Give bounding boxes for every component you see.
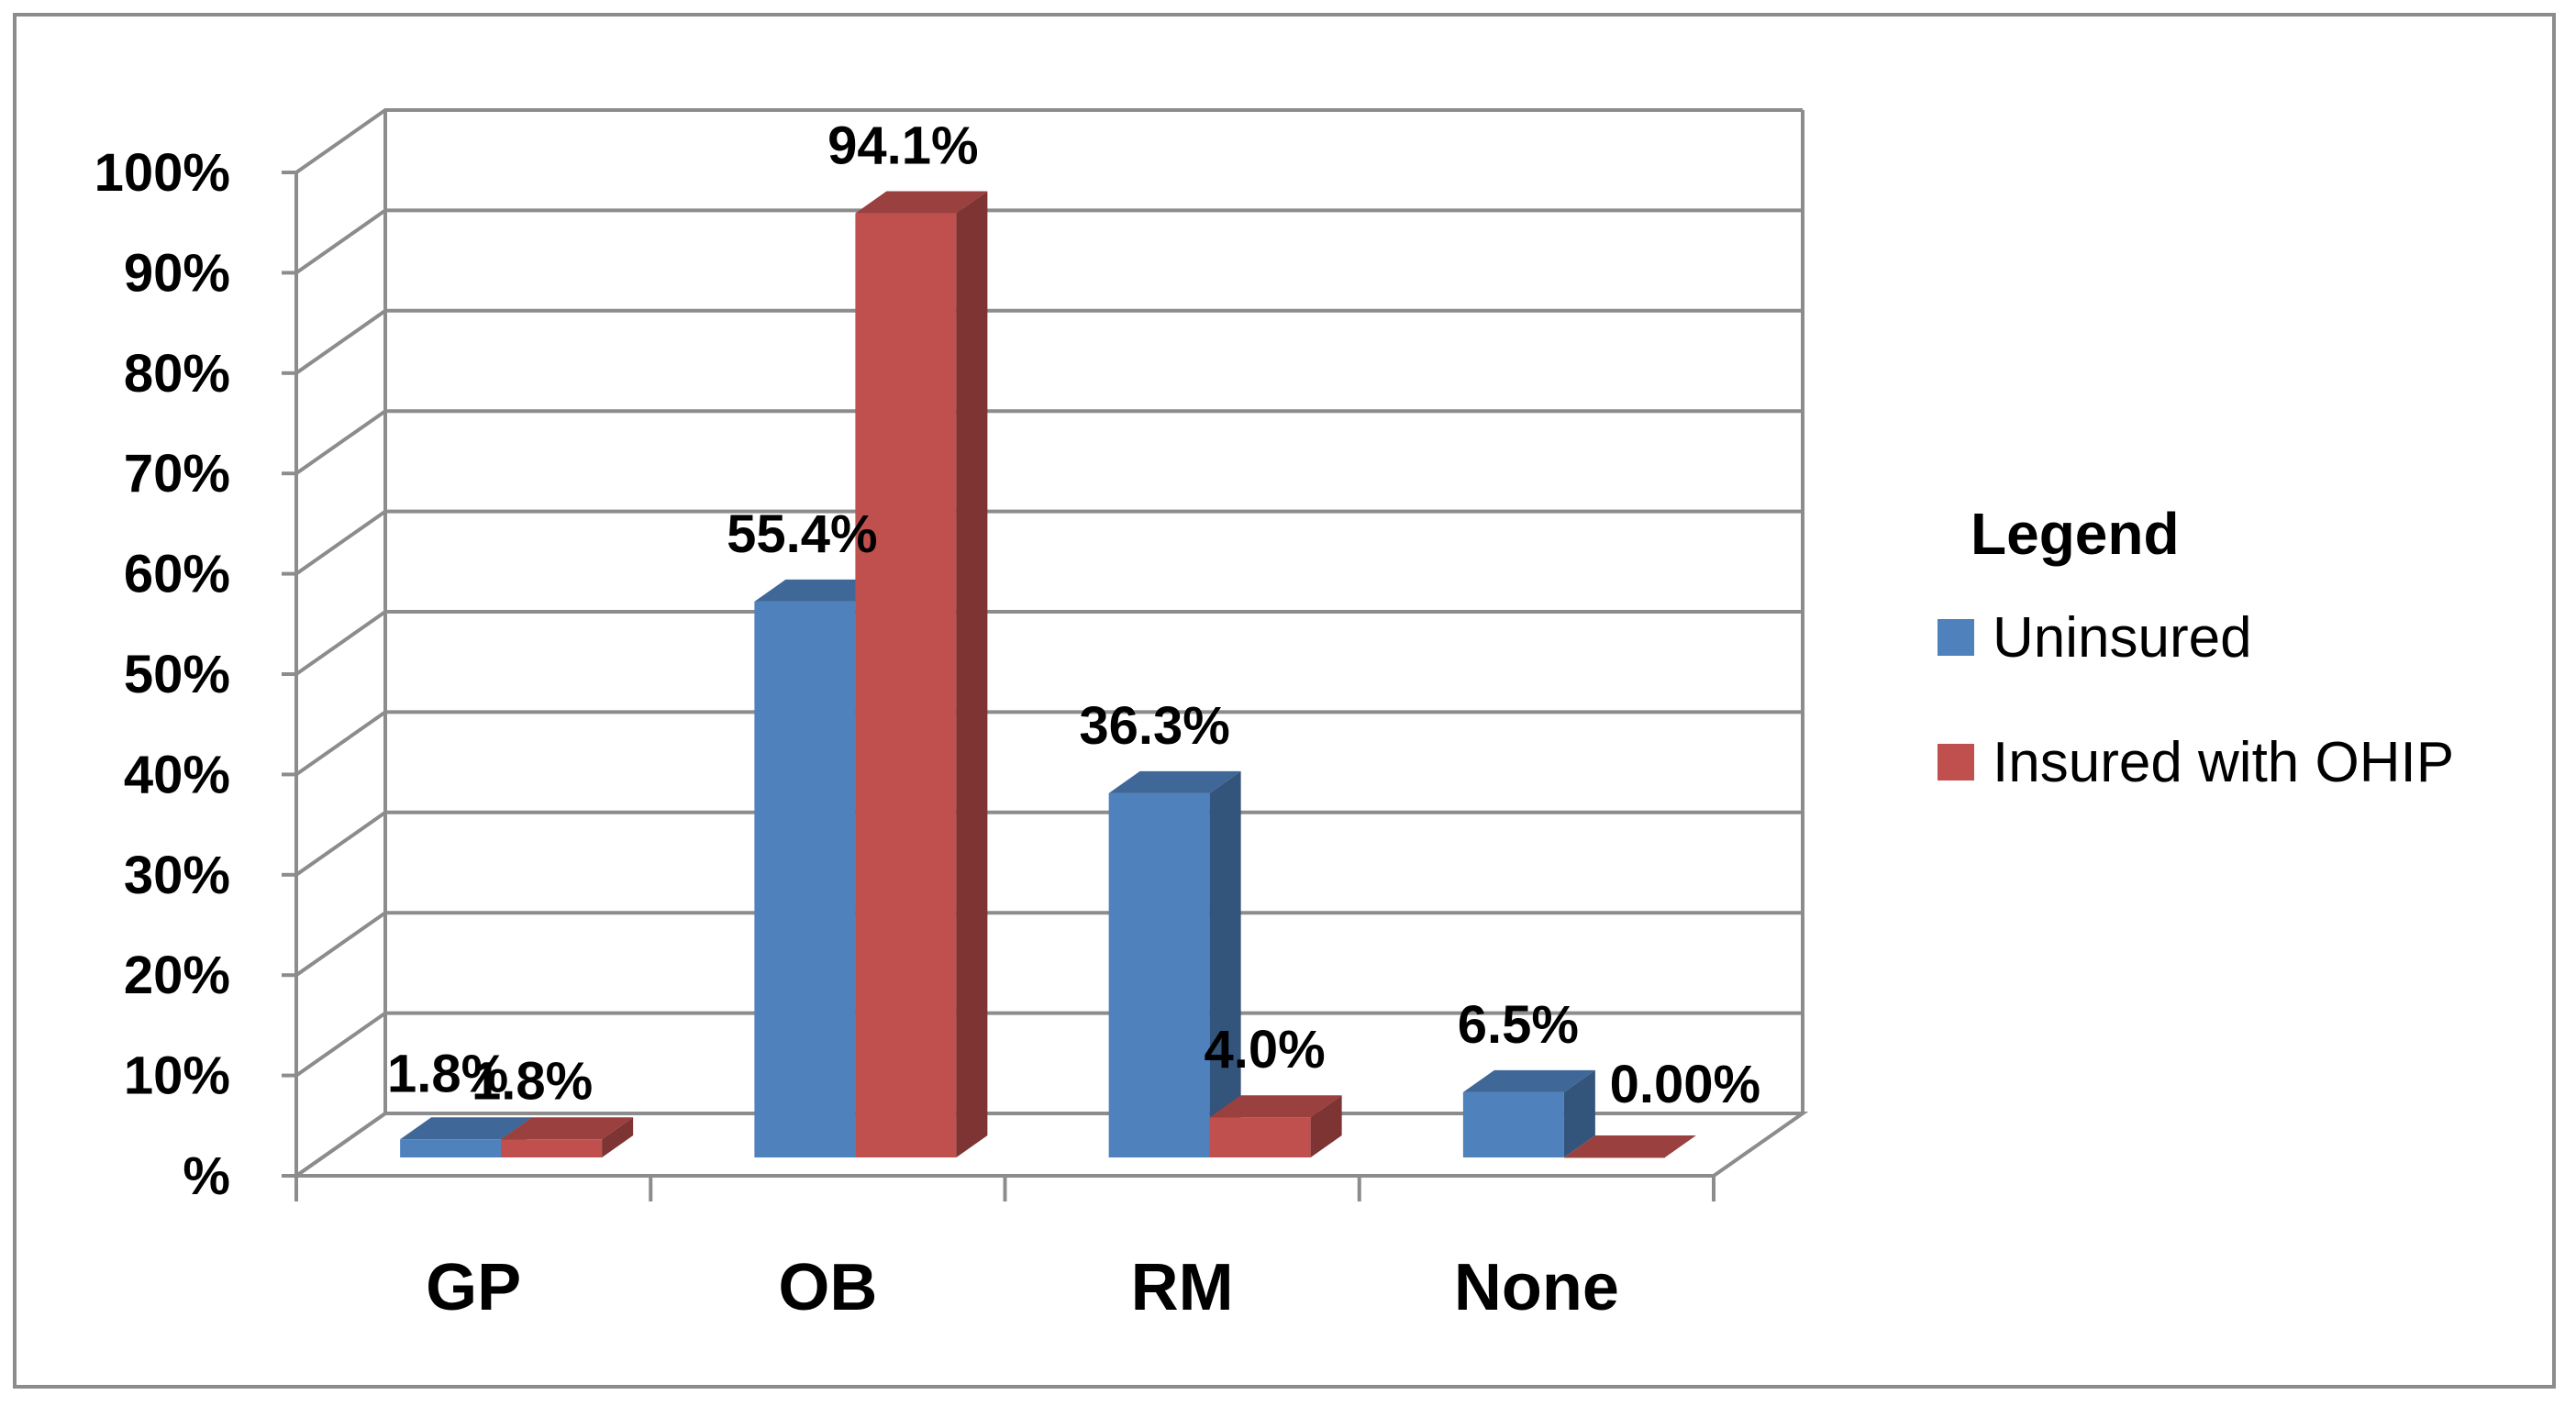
data-label-insured-with-ohip-gp: 1.8% xyxy=(472,1051,593,1111)
bar-front xyxy=(400,1139,502,1157)
y-tick-label: 60% xyxy=(124,545,230,604)
category-label-ob: OB xyxy=(778,1251,877,1324)
data-label-uninsured-gp: 1.8% xyxy=(387,1044,508,1103)
bar-front xyxy=(501,1139,603,1157)
category-labels: GP OB RM None xyxy=(426,1251,1619,1324)
bar-front xyxy=(855,213,957,1157)
bar-insured-with-ohip-rm xyxy=(1209,1095,1342,1157)
y-tick-labels: % 10% 20% 30% 40% 50% 60% 70% 80% 90% 100% xyxy=(94,143,230,1206)
data-label-uninsured-none: 6.5% xyxy=(1458,995,1579,1055)
gridline xyxy=(294,308,1803,375)
bar-side xyxy=(1209,770,1241,1157)
bar-top xyxy=(400,1117,533,1140)
bar-front xyxy=(1108,792,1210,1157)
y-tick-label: 30% xyxy=(124,846,230,905)
y-tick-label: 40% xyxy=(124,745,230,804)
y-tick-label: 70% xyxy=(124,444,230,504)
bar-top xyxy=(501,1117,634,1140)
data-label-insured-with-ohip-none: 0.00% xyxy=(1610,1055,1760,1114)
bar-top xyxy=(1563,1135,1696,1157)
y-tick-label: 80% xyxy=(124,344,230,404)
bar-top xyxy=(1209,1095,1342,1118)
y-tick-label: % xyxy=(183,1146,230,1206)
bar-uninsured-none xyxy=(1462,1069,1595,1157)
bars xyxy=(400,191,1696,1158)
gridline xyxy=(294,710,1803,777)
category-label-gp: GP xyxy=(426,1251,521,1324)
legend-title: Legend xyxy=(1971,501,2180,567)
bar-top xyxy=(855,191,988,214)
gridline xyxy=(294,208,1803,275)
y-tick-label: 90% xyxy=(124,243,230,303)
legend-swatch-uninsured xyxy=(1938,619,1974,656)
data-labels: 1.8%1.8% 55.4% 94.1% 36.3% 4.0% 6.5% 0.00% xyxy=(387,116,1760,1114)
data-label-uninsured-ob: 55.4% xyxy=(727,504,877,564)
y-tick-label: 50% xyxy=(124,645,230,704)
data-label-insured-with-ohip-ob: 94.1% xyxy=(827,116,978,176)
gridline xyxy=(294,610,1803,676)
bar-side xyxy=(956,191,988,1157)
bar-side xyxy=(1563,1069,1595,1157)
legend-label-insured: Insured with OHIP xyxy=(1993,731,2454,794)
bar-top xyxy=(1462,1069,1595,1092)
data-label-insured-with-ohip-rm: 4.0% xyxy=(1205,1020,1326,1079)
gridline xyxy=(294,409,1803,475)
bar-uninsured-rm xyxy=(1108,770,1241,1157)
gridline xyxy=(294,108,1803,174)
gridline xyxy=(294,911,1803,977)
bar-front xyxy=(1563,1157,1665,1158)
bar-side xyxy=(1310,1095,1342,1157)
bar-front xyxy=(1462,1091,1564,1157)
bar-insured-with-ohip-gp xyxy=(501,1117,634,1157)
y-tick-label: 10% xyxy=(124,1046,230,1106)
legend-swatch-insured xyxy=(1938,744,1974,780)
bar-front xyxy=(1209,1117,1311,1157)
gridline xyxy=(294,810,1803,877)
category-label-rm: RM xyxy=(1131,1251,1234,1324)
legend: Legend Uninsured Insured with OHIP xyxy=(1938,501,2454,794)
bar-top xyxy=(754,579,887,602)
data-label-uninsured-rm: 36.3% xyxy=(1079,696,1229,756)
bar-front xyxy=(754,601,856,1157)
legend-label-uninsured: Uninsured xyxy=(1993,606,2252,670)
bar-insured-with-ohip-ob xyxy=(855,191,988,1157)
bar-side xyxy=(602,1117,634,1157)
axes xyxy=(282,171,1715,1201)
category-label-none: None xyxy=(1454,1251,1619,1324)
gridlines xyxy=(294,108,1804,1178)
y-tick-label: 20% xyxy=(124,946,230,1005)
bar-insured-with-ohip-none xyxy=(1563,1135,1696,1158)
bar-top xyxy=(1108,770,1241,793)
y-tick-label: 100% xyxy=(94,143,230,203)
gridline xyxy=(294,509,1803,576)
